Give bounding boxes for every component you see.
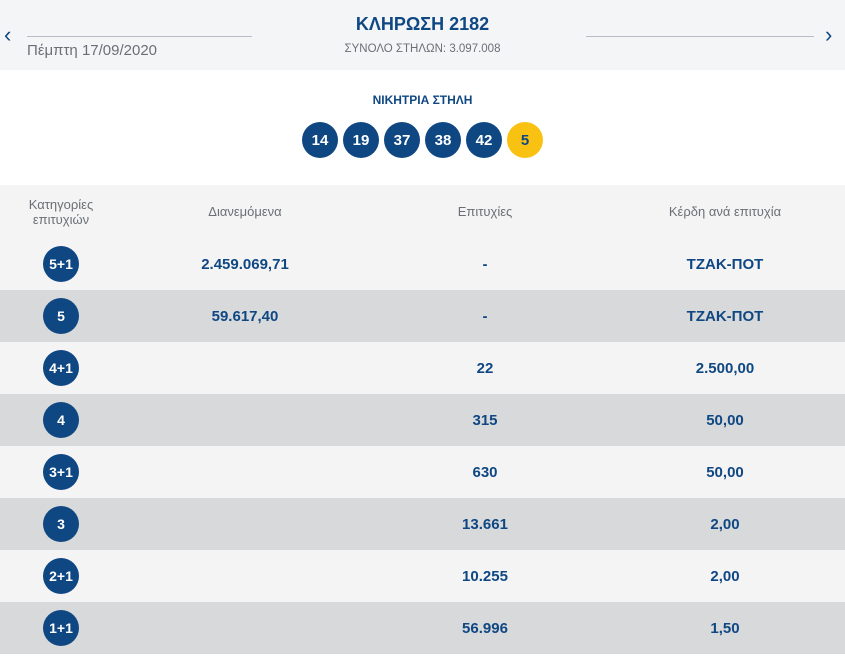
category-badge: 2+1: [43, 558, 79, 594]
header-distributed: Διανεμόμενα: [208, 204, 282, 219]
category-badge: 1+1: [43, 610, 79, 646]
next-draw-icon[interactable]: ›: [825, 22, 833, 47]
category-cell: 3+1: [11, 446, 111, 498]
distributed-cell: [145, 394, 345, 446]
ball: 19: [343, 122, 379, 158]
distributed-cell: 59.617,40: [211, 307, 279, 325]
distributed-cell: [145, 498, 345, 550]
prize-cell: 2,00: [710, 515, 740, 533]
table-row: 3 13.661 2,00: [0, 498, 845, 550]
winners-cell: 10.255: [462, 567, 508, 585]
divider: [27, 36, 252, 37]
table-row: 2+1 10.255 2,00: [0, 550, 845, 602]
table-row: 3+1 630 50,00: [0, 446, 845, 498]
prize-cell: ΤΖΑΚ-ΠΟΤ: [686, 307, 764, 325]
category-cell: 5: [11, 290, 111, 342]
table-header: Κατηγορίες επιτυχιών Διανεμόμενα Επιτυχί…: [0, 185, 845, 238]
winners-cell: 56.996: [462, 619, 508, 637]
winners-cell: -: [482, 307, 488, 325]
prize-cell: 50,00: [706, 411, 744, 429]
category-cell: 4+1: [11, 342, 111, 394]
table-row: 5+1 2.459.069,71 - ΤΖΑΚ-ΠΟΤ: [0, 238, 845, 290]
header-winners: Επιτυχίες: [457, 204, 513, 219]
category-cell: 2+1: [11, 550, 111, 602]
distributed-cell: [145, 550, 345, 602]
category-badge: 3: [43, 506, 79, 542]
prize-cell: ΤΖΑΚ-ΠΟΤ: [686, 255, 764, 273]
draw-header: ‹ Πέμπτη 17/09/2020 ΚΛΗΡΩΣΗ 2182 ΣΥΝΟΛΟ …: [0, 0, 845, 70]
distributed-cell: [145, 602, 345, 654]
category-cell: 4: [11, 394, 111, 446]
ball: 37: [384, 122, 420, 158]
prize-cell: 50,00: [706, 463, 744, 481]
category-badge: 5: [43, 298, 79, 334]
prev-draw-icon[interactable]: ‹: [4, 22, 12, 47]
winning-label: ΝΙΚΗΤΡΙΑ ΣΤΗΛΗ: [372, 93, 473, 107]
category-cell: 3: [11, 498, 111, 550]
distributed-cell: [145, 446, 345, 498]
category-badge: 4: [43, 402, 79, 438]
winners-cell: 315: [472, 411, 498, 429]
winners-cell: -: [482, 255, 488, 273]
ball: 14: [302, 122, 338, 158]
joker-ball: 5: [507, 122, 543, 158]
total-columns: ΣΥΝΟΛΟ ΣΤΗΛΩΝ: 3.097.008: [344, 43, 501, 55]
category-badge: 4+1: [43, 350, 79, 386]
prize-table: Κατηγορίες επιτυχιών Διανεμόμενα Επιτυχί…: [0, 185, 845, 654]
category-badge: 3+1: [43, 454, 79, 490]
winning-numbers: 14 19 37 38 42 5: [302, 122, 543, 158]
category-cell: 5+1: [11, 238, 111, 290]
distributed-cell: [145, 342, 345, 394]
draw-title: ΚΛΗΡΩΣΗ 2182: [355, 14, 490, 34]
category-cell: 1+1: [11, 602, 111, 654]
header-prize: Κέρδη ανά επιτυχία: [668, 204, 782, 219]
table-row: 5 59.617,40 - ΤΖΑΚ-ΠΟΤ: [0, 290, 845, 342]
ball: 42: [466, 122, 502, 158]
header-category: Κατηγορίες επιτυχιών: [28, 196, 94, 227]
prize-cell: 2.500,00: [695, 359, 755, 377]
table-row: 1+1 56.996 1,50: [0, 602, 845, 654]
category-badge: 5+1: [43, 246, 79, 282]
winners-cell: 13.661: [462, 515, 508, 533]
prize-cell: 1,50: [710, 619, 740, 637]
draw-date: Πέμπτη 17/09/2020: [27, 42, 158, 59]
table-row: 4 315 50,00: [0, 394, 845, 446]
distributed-cell: 2.459.069,71: [201, 255, 289, 273]
winners-cell: 630: [472, 463, 498, 481]
divider: [586, 36, 814, 37]
winners-cell: 22: [476, 359, 494, 377]
ball: 38: [425, 122, 461, 158]
table-row: 4+1 22 2.500,00: [0, 342, 845, 394]
prize-cell: 2,00: [710, 567, 740, 585]
